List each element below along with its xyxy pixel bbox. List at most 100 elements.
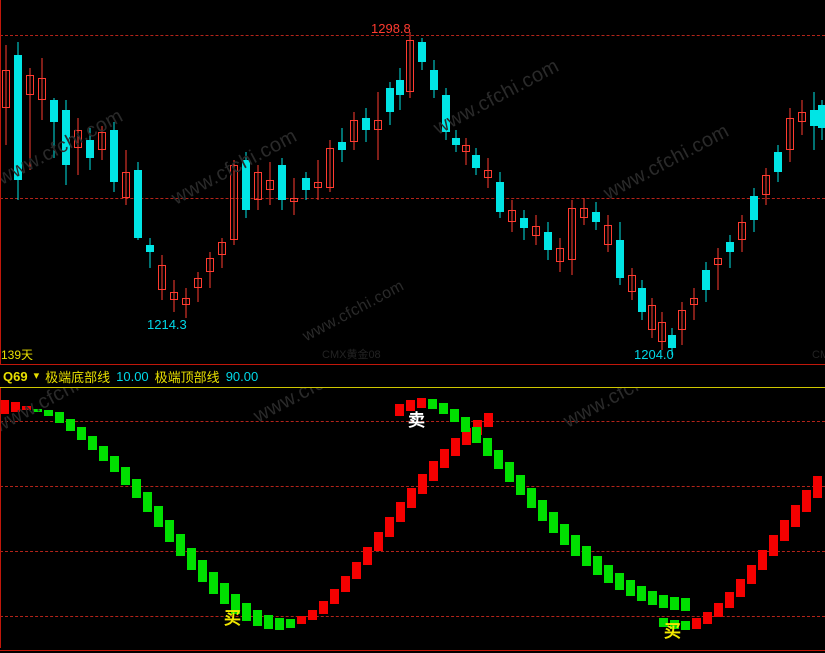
candle-body	[194, 278, 202, 288]
price-gridline	[0, 198, 825, 199]
indicator-code[interactable]: Q69	[3, 369, 28, 384]
oscillator-bar	[132, 479, 141, 498]
candle-wick	[717, 248, 719, 290]
oscillator-bar	[681, 598, 690, 611]
candlestick	[396, 0, 404, 360]
oscillator-bar	[374, 532, 383, 551]
oscillator-bar	[681, 621, 690, 630]
candle-body	[254, 172, 262, 200]
oscillator-bar	[560, 524, 569, 545]
candle-body	[406, 40, 414, 92]
candle-body	[430, 70, 438, 90]
candle-body	[786, 118, 794, 150]
candle-wick	[607, 215, 609, 252]
oscillator-bar	[395, 404, 404, 416]
candlestick	[648, 0, 656, 360]
oscillator-bar	[341, 576, 350, 592]
candlestick	[314, 0, 322, 360]
candle-body	[74, 130, 82, 148]
candle-body	[496, 182, 504, 212]
candlestick	[182, 0, 190, 360]
candlestick	[134, 0, 142, 360]
candlestick	[484, 0, 492, 360]
oscillator-bar	[483, 438, 492, 456]
candlestick	[350, 0, 358, 360]
oscillator-bar	[406, 400, 415, 411]
candle-body	[568, 208, 576, 260]
candlestick	[544, 0, 552, 360]
oscillator-bar	[209, 572, 218, 594]
oscillator-bar	[692, 618, 701, 629]
oscillator-bar	[99, 446, 108, 461]
candle-body	[668, 335, 676, 348]
candlestick	[714, 0, 722, 360]
candlestick	[452, 0, 460, 360]
price-chart-panel[interactable]: www.cfchi.com www.cfchi.com www.cfchi.co…	[0, 0, 825, 360]
candle-wick	[631, 268, 633, 300]
oscillator-bar	[264, 615, 273, 629]
candle-wick	[765, 168, 767, 205]
candlestick	[496, 0, 504, 360]
candle-body	[818, 105, 825, 128]
oscillator-bar	[714, 603, 723, 617]
candle-body	[50, 100, 58, 122]
oscillator-gridline	[0, 616, 825, 617]
oscillator-bar	[417, 398, 426, 408]
watermark: www.cfchi.com	[560, 388, 693, 433]
candlestick	[738, 0, 746, 360]
candle-body	[762, 175, 770, 195]
oscillator-bar	[736, 579, 745, 597]
candle-body	[648, 305, 656, 330]
candle-body	[604, 225, 612, 245]
candle-body	[362, 118, 370, 130]
candle-body	[592, 212, 600, 222]
param-bottom-line-value: 10.00	[116, 369, 149, 384]
candle-body	[442, 95, 450, 132]
oscillator-bar	[110, 456, 119, 472]
low-price-label: 1214.3	[147, 317, 187, 332]
candle-body	[726, 242, 734, 252]
candle-wick	[209, 252, 211, 288]
price-panel-left-border	[0, 0, 1, 365]
candle-body	[532, 226, 540, 236]
indicator-header[interactable]: Q69 ▾ 极端底部线 10.00 极端底部线 10.00 极端顶部线 90.0…	[0, 366, 825, 387]
candle-body	[702, 270, 710, 290]
candlestick	[762, 0, 770, 360]
candlestick	[658, 0, 666, 360]
candle-body	[628, 275, 636, 292]
oscillator-bar	[659, 618, 668, 627]
candle-wick	[161, 255, 163, 300]
oscillator-bar	[462, 428, 471, 445]
candlestick	[472, 0, 480, 360]
oscillator-bar	[286, 619, 295, 628]
indicator-header-underline	[0, 387, 825, 388]
oscillator-bar	[791, 505, 800, 527]
oscillator-bar	[143, 492, 152, 512]
candlestick	[462, 0, 470, 360]
candlestick	[158, 0, 166, 360]
candlestick	[218, 0, 226, 360]
candle-body	[810, 110, 818, 126]
candle-wick	[661, 312, 663, 350]
oscillator-panel[interactable]: www.cfchi.com www.cfchi.com www.cfchi.co…	[0, 388, 825, 653]
candlestick	[810, 0, 818, 360]
candlestick	[386, 0, 394, 360]
oscillator-bar	[439, 403, 448, 414]
candlestick	[430, 0, 438, 360]
oscillator-bar	[429, 461, 438, 481]
oscillator-bar	[352, 562, 361, 579]
candlestick	[702, 0, 710, 360]
candlestick	[818, 0, 825, 360]
candle-body	[158, 265, 166, 290]
candlestick	[580, 0, 588, 360]
chevron-down-icon[interactable]: ▾	[33, 370, 40, 382]
candle-wick	[317, 160, 319, 200]
oscillator-bar	[198, 560, 207, 582]
oscillator-bar	[0, 400, 9, 414]
candlestick	[592, 0, 600, 360]
oscillator-gridline	[0, 421, 825, 422]
candlestick	[242, 0, 250, 360]
candlestick	[690, 0, 698, 360]
candle-body	[2, 70, 10, 108]
candle-body	[386, 88, 394, 112]
